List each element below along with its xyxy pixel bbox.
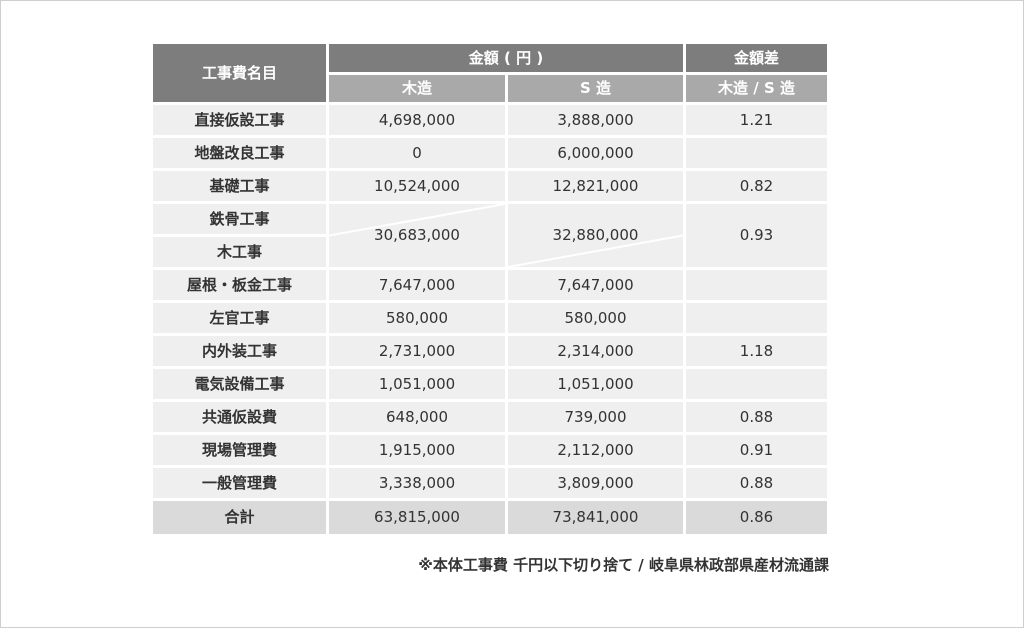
steel-amount-merged: 32,880,000 (508, 204, 683, 267)
steel-amount: 12,821,000 (508, 171, 683, 201)
ratio-value (686, 303, 827, 333)
table-row: 木工事 (153, 237, 827, 267)
wood-amount-merged: 30,683,000 (329, 204, 505, 267)
wood-amount: 10,524,000 (329, 171, 505, 201)
cost-comparison-table: 工事費名目 金額 ( 円 ) 金額差 木造 S 造 木造 / S 造 直接仮設工… (150, 41, 830, 537)
row-name: 左官工事 (153, 303, 326, 333)
ratio-value (686, 138, 827, 168)
header-item-name: 工事費名目 (153, 44, 326, 102)
table-row: 左官工事 580,000 580,000 (153, 303, 827, 333)
row-name: 現場管理費 (153, 435, 326, 465)
total-ratio-value: 0.86 (686, 501, 827, 534)
row-name: 電気設備工事 (153, 369, 326, 399)
row-name: 木工事 (153, 237, 326, 267)
wood-amount: 580,000 (329, 303, 505, 333)
wood-amount: 30,683,000 (374, 226, 460, 244)
total-steel-amount: 73,841,000 (508, 501, 683, 534)
ratio-value: 1.18 (686, 336, 827, 366)
ratio-value: 1.21 (686, 105, 827, 135)
ratio-value (686, 270, 827, 300)
steel-amount: 7,647,000 (508, 270, 683, 300)
steel-amount: 3,888,000 (508, 105, 683, 135)
header-steel: S 造 (508, 75, 683, 102)
header-ratio: 木造 / S 造 (686, 75, 827, 102)
row-name: 地盤改良工事 (153, 138, 326, 168)
wood-amount: 7,647,000 (329, 270, 505, 300)
steel-amount: 2,112,000 (508, 435, 683, 465)
wood-amount: 2,731,000 (329, 336, 505, 366)
table-row: 鉄骨工事 30,683,000 32,880,000 0.93 (153, 204, 827, 267)
table-row: 基礎工事 10,524,000 12,821,000 0.82 (153, 171, 827, 201)
row-name: 共通仮設費 (153, 402, 326, 432)
steel-amount: 2,314,000 (508, 336, 683, 366)
row-name: 基礎工事 (153, 171, 326, 201)
ratio-value (686, 369, 827, 399)
ratio-value: 0.88 (686, 402, 827, 432)
row-name: 一般管理費 (153, 468, 326, 498)
ratio-value: 0.88 (686, 468, 827, 498)
total-label: 合計 (153, 501, 326, 534)
wood-amount: 648,000 (329, 402, 505, 432)
table-row: 現場管理費 1,915,000 2,112,000 0.91 (153, 435, 827, 465)
row-name: 鉄骨工事 (153, 204, 326, 234)
wood-amount: 3,338,000 (329, 468, 505, 498)
row-name: 屋根・板金工事 (153, 270, 326, 300)
source-note: ※本体工事費 千円以下切り捨て / 岐阜県林政部県産材流通課 (418, 556, 829, 574)
table-row: 地盤改良工事 0 6,000,000 (153, 138, 827, 168)
steel-amount: 580,000 (508, 303, 683, 333)
wood-amount: 0 (329, 138, 505, 168)
table-row: 電気設備工事 1,051,000 1,051,000 (153, 369, 827, 399)
total-wood-amount: 63,815,000 (329, 501, 505, 534)
header-diff-group: 金額差 (686, 44, 827, 72)
table-row: 共通仮設費 648,000 739,000 0.88 (153, 402, 827, 432)
diagonal-divider (329, 204, 505, 267)
diagonal-divider (508, 204, 683, 267)
steel-amount: 6,000,000 (508, 138, 683, 168)
wood-amount: 1,915,000 (329, 435, 505, 465)
row-name: 内外装工事 (153, 336, 326, 366)
ratio-value: 0.91 (686, 435, 827, 465)
steel-amount: 3,809,000 (508, 468, 683, 498)
total-row: 合計 63,815,000 73,841,000 0.86 (153, 501, 827, 534)
wood-amount: 1,051,000 (329, 369, 505, 399)
header-amount-group: 金額 ( 円 ) (329, 44, 683, 72)
steel-amount: 739,000 (508, 402, 683, 432)
header-wood: 木造 (329, 75, 505, 102)
ratio-value: 0.93 (686, 204, 827, 267)
table-row: 内外装工事 2,731,000 2,314,000 1.18 (153, 336, 827, 366)
ratio-value: 0.82 (686, 171, 827, 201)
table-row: 屋根・板金工事 7,647,000 7,647,000 (153, 270, 827, 300)
table-row: 直接仮設工事 4,698,000 3,888,000 1.21 (153, 105, 827, 135)
row-name: 直接仮設工事 (153, 105, 326, 135)
steel-amount: 32,880,000 (552, 226, 639, 244)
steel-amount: 1,051,000 (508, 369, 683, 399)
wood-amount: 4,698,000 (329, 105, 505, 135)
table-row: 一般管理費 3,338,000 3,809,000 0.88 (153, 468, 827, 498)
